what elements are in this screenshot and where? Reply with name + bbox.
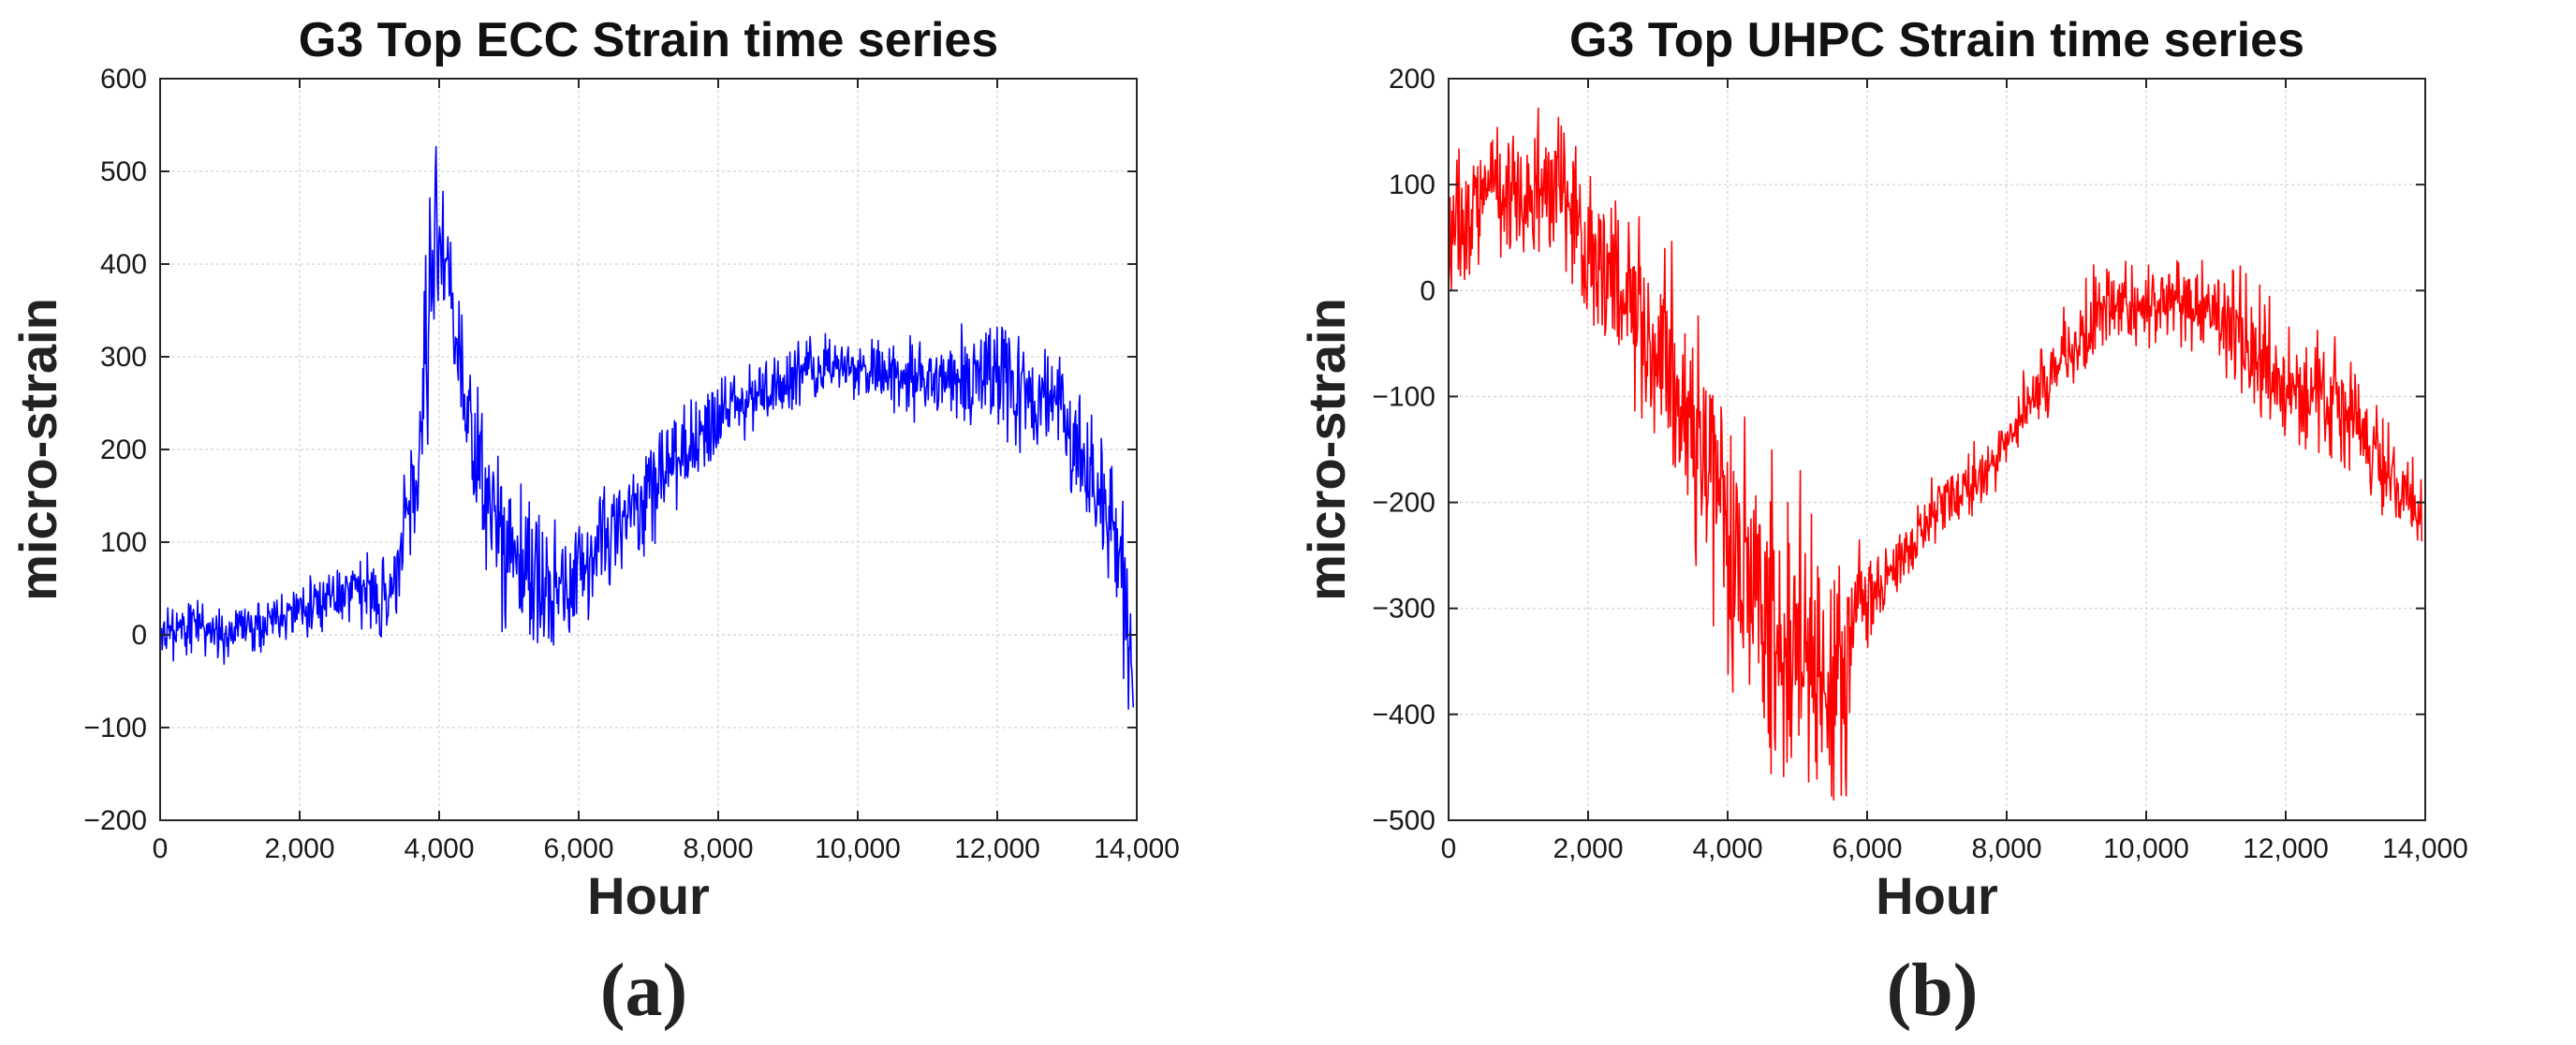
y-tick-label: 500 bbox=[100, 156, 147, 187]
y-tick-label: 0 bbox=[131, 620, 147, 651]
x-tick-label: 0 bbox=[1441, 833, 1457, 864]
chart-panel-a: G3 Top ECC Strain time series 0 2,000 4,000… bbox=[8, 13, 1180, 1032]
x-tick-label: 2,000 bbox=[264, 833, 334, 864]
chart-b-series-line bbox=[1448, 107, 2423, 802]
y-tick-label: −200 bbox=[83, 805, 147, 836]
chart-panel-b: G3 Top UHPC Strain time series 0 2,000 4,00… bbox=[1288, 0, 2576, 1045]
panel-label-b: (b) bbox=[1886, 949, 1979, 1032]
x-tick-label: 2,000 bbox=[1553, 833, 1623, 864]
chart-a-plot-area bbox=[160, 79, 1137, 820]
x-tick-label: 6,000 bbox=[1832, 833, 1902, 864]
chart-b-x-axis-label: Hour bbox=[1876, 866, 1998, 925]
y-tick-label: 0 bbox=[1420, 275, 1435, 306]
y-tick-label: 200 bbox=[100, 434, 147, 465]
x-tick-label: 14,000 bbox=[1094, 833, 1180, 864]
x-tick-label: 12,000 bbox=[954, 833, 1040, 864]
y-tick-label: −400 bbox=[1372, 699, 1435, 730]
y-tick-label: −500 bbox=[1372, 805, 1435, 836]
chart-a-series-line bbox=[159, 145, 1135, 711]
x-tick-label: 12,000 bbox=[2243, 833, 2329, 864]
x-tick-label: 10,000 bbox=[815, 833, 901, 864]
x-tick-label: 4,000 bbox=[404, 833, 474, 864]
y-tick-label: −200 bbox=[1372, 488, 1435, 519]
chart-b-plot-area bbox=[1449, 79, 2425, 820]
x-tick-label: 0 bbox=[153, 833, 169, 864]
y-tick-label: −100 bbox=[1372, 381, 1435, 412]
y-tick-label: 600 bbox=[100, 64, 147, 95]
chart-b-axes-frame bbox=[1448, 78, 2426, 821]
chart-a-y-axis-label: micro-strain bbox=[8, 298, 67, 601]
x-tick-label: 4,000 bbox=[1692, 833, 1762, 864]
y-tick-label: −300 bbox=[1372, 594, 1435, 625]
y-tick-label: 200 bbox=[1389, 64, 1435, 95]
chart-a-title: G3 Top ECC Strain time series bbox=[299, 13, 998, 67]
chart-a-svg: G3 Top ECC Strain time series 0 2,000 4,000… bbox=[8, 13, 1180, 925]
y-tick-label: −100 bbox=[83, 713, 147, 743]
chart-a-x-axis-label: Hour bbox=[587, 866, 710, 925]
x-tick-label: 14,000 bbox=[2382, 833, 2468, 864]
y-tick-label: 100 bbox=[1389, 169, 1435, 200]
x-tick-label: 8,000 bbox=[683, 833, 753, 864]
y-tick-label: 300 bbox=[100, 342, 147, 373]
y-tick-label: 100 bbox=[100, 527, 147, 558]
x-tick-label: 10,000 bbox=[2103, 833, 2189, 864]
x-tick-label: 8,000 bbox=[1971, 833, 2041, 864]
x-tick-label: 6,000 bbox=[543, 833, 613, 864]
chart-b-svg: G3 Top UHPC Strain time series 0 2,000 4,00… bbox=[1297, 13, 2468, 925]
chart-b-title: G3 Top UHPC Strain time series bbox=[1569, 13, 2304, 67]
chart-b-y-axis-label: micro-strain bbox=[1297, 298, 1356, 601]
y-tick-label: 400 bbox=[100, 249, 147, 280]
panel-label-a: (a) bbox=[599, 949, 688, 1032]
